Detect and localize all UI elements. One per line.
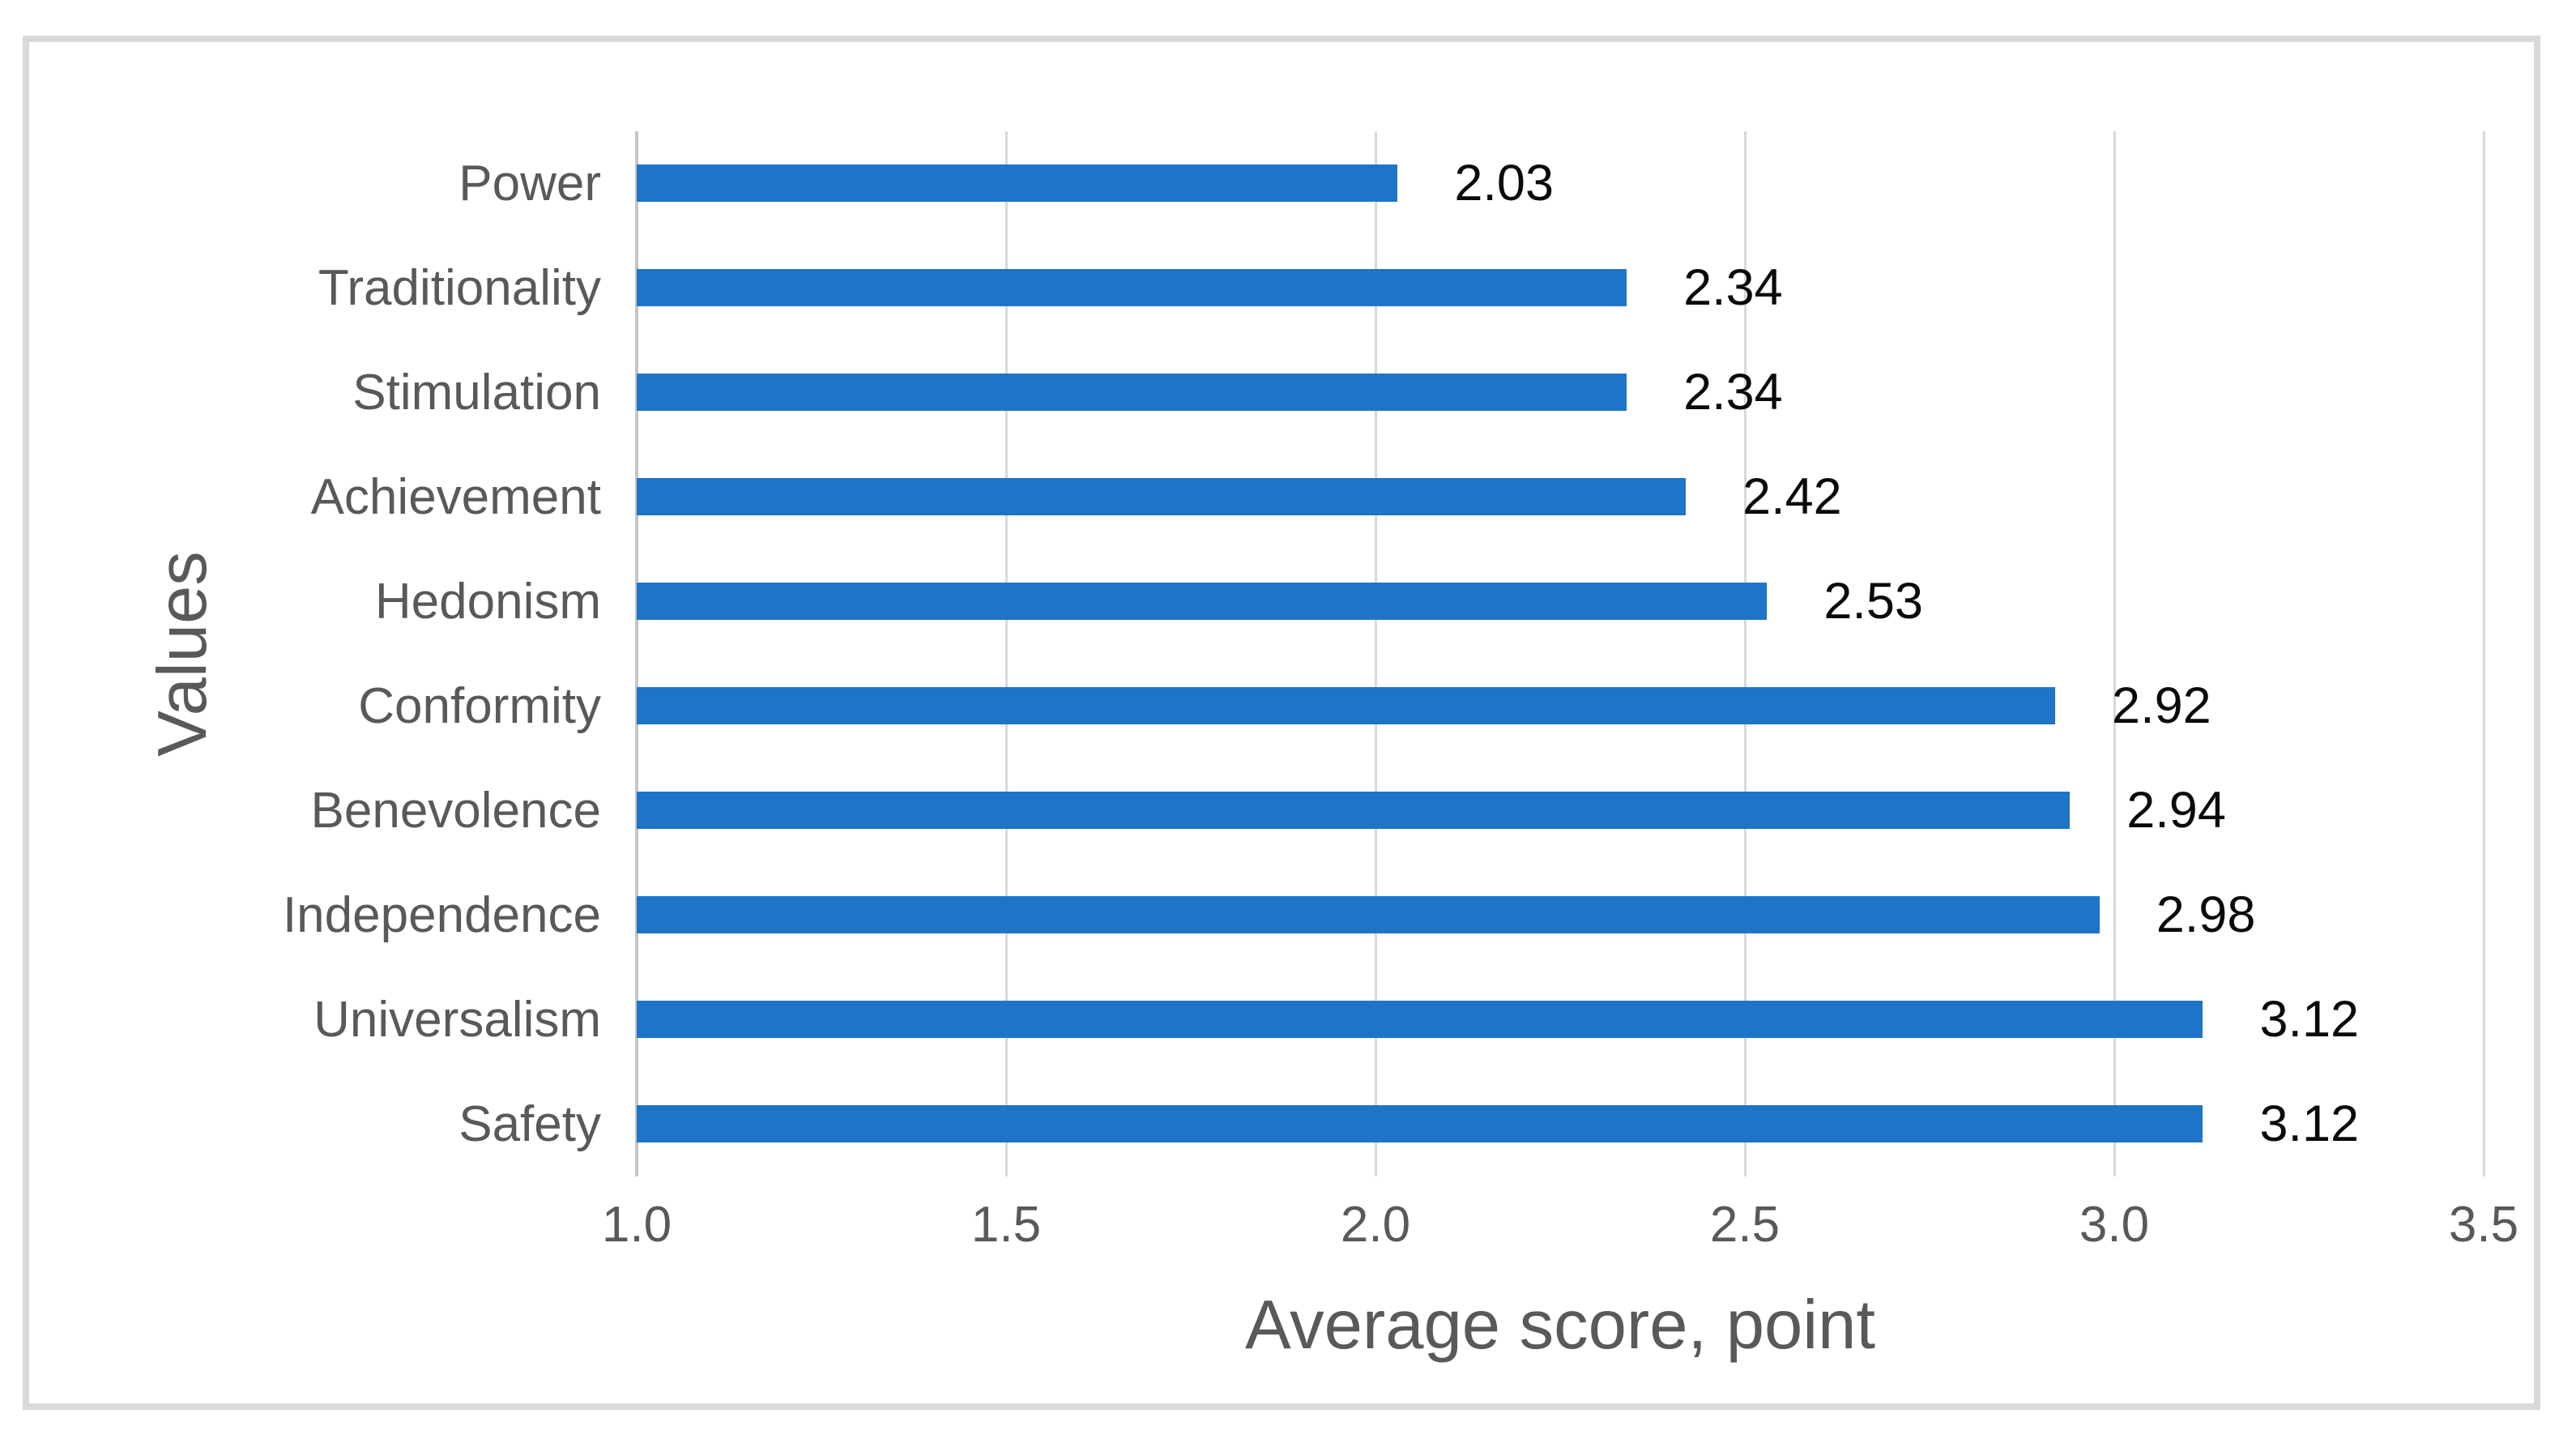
category-label: Power xyxy=(458,156,601,211)
bar xyxy=(637,164,1398,202)
bar xyxy=(637,478,1687,515)
category-label: Independence xyxy=(282,887,601,943)
bar-row: 2.92 xyxy=(637,654,2484,758)
bar xyxy=(637,269,1627,306)
bar-row: 2.98 xyxy=(637,863,2484,967)
category-label: Traditionality xyxy=(318,260,601,316)
chart-frame: Values Power Traditionality Stimulation Ach… xyxy=(23,36,2540,1410)
bar xyxy=(637,374,1627,411)
bar-value-label: 2.92 xyxy=(2112,677,2211,734)
gridline xyxy=(2482,131,2485,1177)
gridlines xyxy=(635,131,2485,1177)
bar-value-label: 2.03 xyxy=(1454,155,1554,211)
category-label: Benevolence xyxy=(310,783,602,839)
bar xyxy=(637,687,2056,724)
bar-value-label: 2.94 xyxy=(2126,782,2226,839)
bar-row: 3.12 xyxy=(637,1072,2484,1177)
category-label: Universalism xyxy=(313,992,601,1048)
category-label: Conformity xyxy=(358,678,601,734)
bar xyxy=(637,896,2100,933)
x-tick-label: 1.0 xyxy=(601,1197,672,1253)
bar-row: 2.94 xyxy=(637,758,2484,863)
category-label: Hedonism xyxy=(374,574,601,630)
bar-row: 2.42 xyxy=(637,445,2484,549)
category-label: Stimulation xyxy=(352,365,601,421)
gridline xyxy=(2113,131,2116,1177)
category-axis-labels: Power Traditionality Stimulation Achievemen… xyxy=(29,131,601,1177)
x-tick-label: 2.0 xyxy=(1340,1197,1411,1253)
value-axis-line xyxy=(635,131,638,1177)
gridline xyxy=(1004,131,1008,1177)
bar xyxy=(637,792,2071,829)
x-axis-title: Average score, point xyxy=(1244,1287,1876,1364)
plot-area: 2.03 2.34 2.34 2.42 2.53 2.92 2.94 2.98 3.12 3.12 xyxy=(635,131,2485,1177)
bar-row: 2.34 xyxy=(637,340,2484,445)
bar xyxy=(637,1105,2203,1142)
bar-value-label: 3.12 xyxy=(2259,991,2360,1048)
x-tick-label: 3.0 xyxy=(2079,1197,2150,1253)
bar-row: 3.12 xyxy=(637,967,2484,1072)
bar-value-label: 3.12 xyxy=(2259,1095,2360,1152)
gridline xyxy=(1374,131,1377,1177)
category-label: Safety xyxy=(458,1096,601,1152)
bar-value-label: 2.34 xyxy=(1683,259,1783,316)
x-axis-tick-labels: 1.0 1.5 2.0 2.5 3.0 3.5 xyxy=(602,1196,2518,1261)
bar-row: 2.53 xyxy=(637,549,2484,654)
category-label: Achievement xyxy=(310,469,601,525)
bar-value-label: 2.53 xyxy=(1823,573,1923,630)
bar-row: 2.34 xyxy=(637,236,2484,340)
bar-value-label: 2.34 xyxy=(1683,364,1783,421)
bar xyxy=(637,583,1768,620)
bar xyxy=(637,1001,2203,1038)
bar-value-label: 2.98 xyxy=(2156,886,2256,943)
bar-series: 2.03 2.34 2.34 2.42 2.53 2.92 2.94 2.98 3.12 3.12 xyxy=(637,131,2484,1177)
gridline xyxy=(1743,131,1746,1177)
x-tick-label: 1.5 xyxy=(970,1197,1042,1253)
x-tick-label: 3.5 xyxy=(2448,1197,2519,1253)
bar-row: 2.03 xyxy=(637,131,2484,236)
x-tick-label: 2.5 xyxy=(1709,1197,1781,1253)
bar-value-label: 2.42 xyxy=(1742,468,1842,525)
